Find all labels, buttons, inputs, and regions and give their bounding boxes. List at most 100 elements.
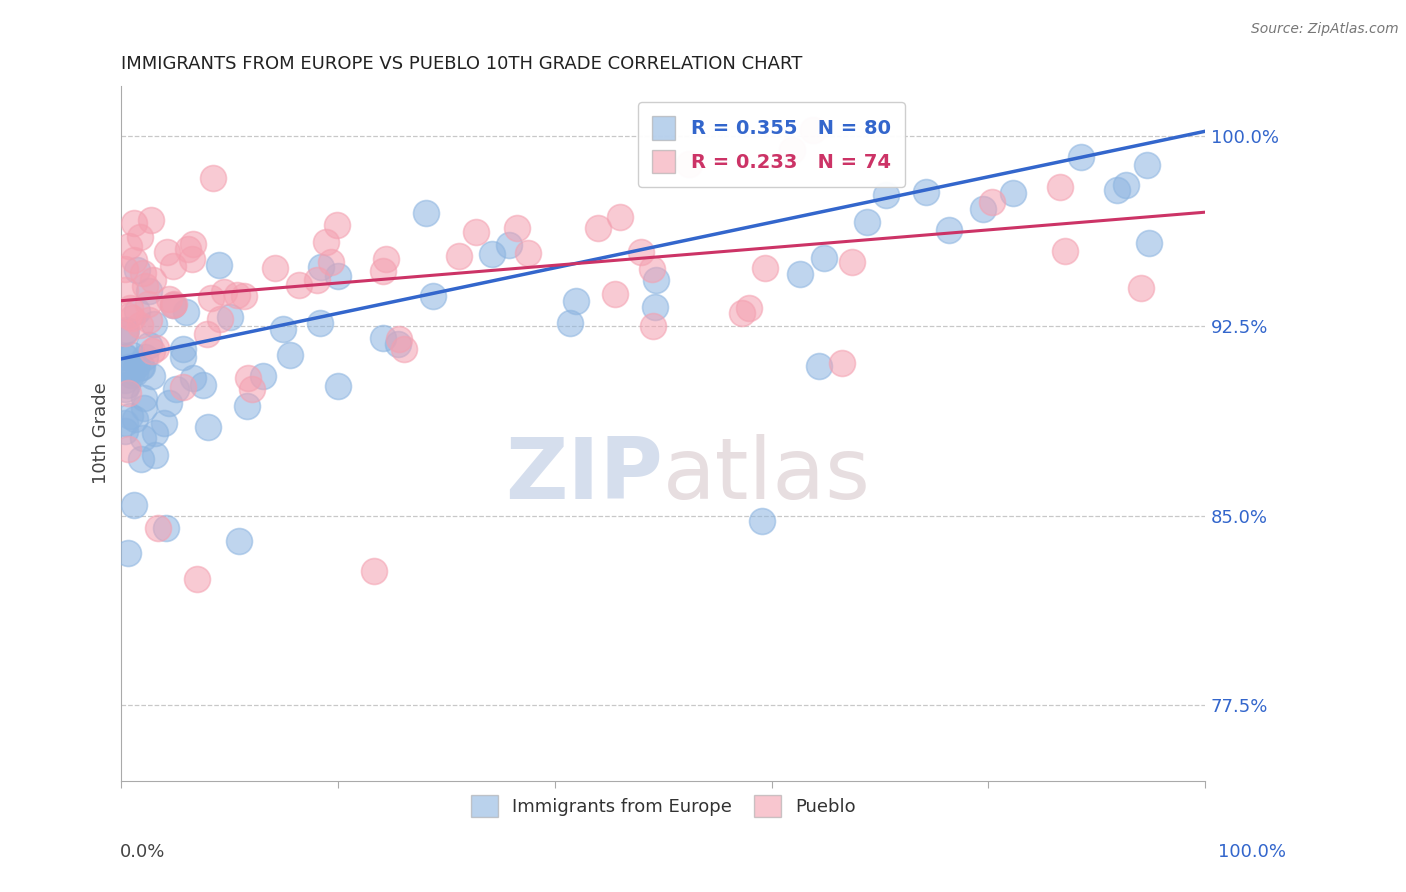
Point (162, 298, 184, 312)
Point (328, 379, 350, 393)
Point (1049, 179, 1071, 194)
Point (588, 220, 610, 235)
Point (114, 382, 136, 396)
Point (115, 378, 138, 392)
Point (315, 235, 337, 249)
Point (481, 247, 503, 261)
Point (114, 326, 136, 340)
Point (132, 401, 155, 415)
Point (516, 246, 538, 260)
Point (373, 331, 395, 345)
Point (132, 391, 155, 405)
Point (124, 412, 146, 426)
Point (914, 185, 936, 199)
Point (1136, 159, 1159, 173)
Point (115, 323, 138, 337)
Point (128, 318, 150, 333)
Point (375, 252, 398, 266)
Point (200, 291, 222, 305)
Point (114, 326, 136, 340)
Point (114, 350, 136, 364)
Point (645, 273, 668, 287)
Point (124, 366, 146, 380)
Point (565, 293, 588, 308)
Point (751, 514, 773, 528)
Point (138, 312, 160, 326)
Point (447, 249, 470, 263)
Point (738, 301, 761, 316)
Point (172, 379, 194, 393)
Point (197, 420, 219, 434)
Point (186, 572, 208, 586)
Point (640, 261, 662, 276)
Point (162, 259, 184, 273)
Point (177, 242, 200, 256)
Point (141, 343, 163, 358)
Point (789, 267, 811, 281)
Point (138, 284, 160, 298)
Point (841, 255, 863, 269)
Point (155, 521, 177, 535)
Point (232, 289, 254, 303)
Point (129, 360, 152, 375)
Point (212, 285, 235, 300)
Point (132, 432, 155, 446)
Point (807, 359, 830, 374)
Point (201, 171, 224, 186)
Point (972, 202, 994, 216)
Point (326, 268, 349, 283)
Point (121, 311, 143, 326)
Point (236, 370, 259, 384)
Point (319, 255, 342, 269)
Point (278, 348, 301, 362)
Point (218, 310, 240, 324)
Point (558, 316, 581, 330)
Point (129, 452, 152, 467)
Point (165, 382, 187, 396)
Point (138, 338, 160, 352)
Point (143, 448, 166, 462)
Point (148, 521, 170, 535)
Point (875, 188, 897, 202)
Text: 100.0%: 100.0% (1219, 843, 1286, 861)
Point (127, 358, 149, 372)
Point (1002, 186, 1025, 201)
Point (754, 260, 776, 275)
Text: 0.0%: 0.0% (120, 843, 165, 861)
Point (114, 349, 136, 363)
Point (117, 386, 139, 401)
Point (117, 442, 139, 456)
Point (228, 533, 250, 548)
Point (422, 288, 444, 302)
Point (506, 221, 529, 235)
Point (263, 261, 285, 276)
Point (1053, 244, 1076, 259)
Point (209, 312, 232, 326)
Point (387, 337, 409, 351)
Point (134, 350, 156, 364)
Point (121, 348, 143, 362)
Point (143, 425, 166, 440)
Point (181, 236, 204, 251)
Point (288, 278, 311, 293)
Point (498, 238, 520, 252)
Point (118, 309, 141, 323)
Text: Source: ZipAtlas.com: Source: ZipAtlas.com (1251, 22, 1399, 37)
Point (114, 284, 136, 298)
Point (120, 368, 142, 382)
Point (363, 564, 385, 578)
Point (114, 373, 136, 387)
Point (803, 123, 825, 137)
Point (678, 156, 700, 170)
Y-axis label: 10th Grade: 10th Grade (93, 383, 110, 484)
Point (114, 261, 136, 276)
Point (141, 368, 163, 383)
Point (145, 342, 167, 356)
Point (252, 369, 274, 384)
Point (122, 499, 145, 513)
Point (114, 417, 136, 431)
Point (157, 396, 180, 410)
Point (122, 253, 145, 268)
Point (127, 263, 149, 277)
Point (139, 213, 162, 227)
